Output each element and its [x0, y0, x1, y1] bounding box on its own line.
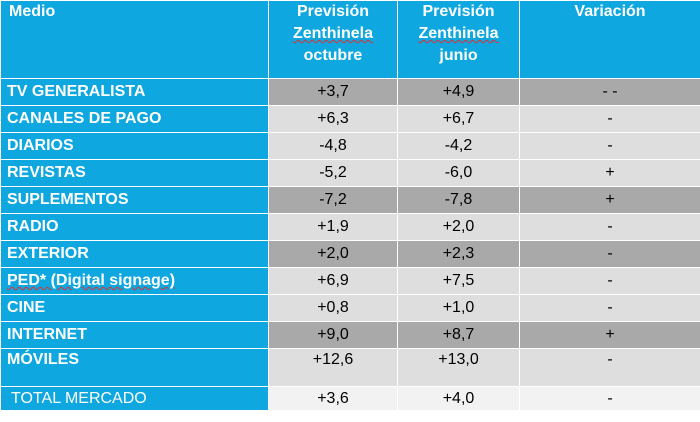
header-octubre-line2: Zenthinela — [292, 25, 373, 42]
header-octubre-line1: Previsión — [296, 3, 370, 20]
header-octubre-line3: octubre — [303, 47, 363, 64]
row-octubre: +6,9 — [268, 267, 398, 295]
row-variacion: - - — [519, 78, 700, 106]
row-junio: +8,7 — [397, 321, 520, 349]
row-medio-text: PED* (Digital signage) — [7, 272, 176, 289]
row-medio: CINE — [0, 294, 269, 322]
table-row: INTERNET +9,0 +8,7 + — [0, 321, 700, 349]
row-junio: -4,2 — [397, 132, 520, 160]
row-medio: PED* (Digital signage) — [0, 267, 269, 295]
table-row: PED* (Digital signage) +6,9 +7,5 - — [0, 267, 700, 295]
row-medio: MÓVILES — [0, 348, 269, 387]
row-junio: +4,0 — [397, 386, 520, 411]
row-junio: +13,0 — [397, 348, 520, 387]
row-octubre: -5,2 — [268, 159, 398, 187]
row-junio: +2,0 — [397, 213, 520, 241]
table-row: REVISTAS -5,2 -6,0 + — [0, 159, 700, 187]
row-octubre: +9,0 — [268, 321, 398, 349]
row-medio: DIARIOS — [0, 132, 269, 160]
row-variacion: - — [519, 267, 700, 295]
table-row: MÓVILES +12,6 +13,0 - — [0, 348, 700, 387]
header-junio-line3: junio — [439, 47, 478, 64]
table-row-total: TOTAL MERCADO +3,6 +4,0 - — [0, 386, 700, 411]
row-octubre: +0,8 — [268, 294, 398, 322]
row-medio: SUPLEMENTOS — [0, 186, 269, 214]
table-row: EXTERIOR +2,0 +2,3 - — [0, 240, 700, 268]
row-medio: TOTAL MERCADO — [0, 386, 269, 411]
row-variacion: - — [519, 240, 700, 268]
row-octubre: +12,6 — [268, 348, 398, 387]
header-junio-line1: Previsión — [422, 3, 495, 20]
row-octubre: -4,8 — [268, 132, 398, 160]
row-octubre: +3,7 — [268, 78, 398, 106]
row-medio: INTERNET — [0, 321, 269, 349]
row-junio: +7,5 — [397, 267, 520, 295]
row-variacion: - — [519, 213, 700, 241]
row-junio: -6,0 — [397, 159, 520, 187]
row-medio: REVISTAS — [0, 159, 269, 187]
row-junio: +2,3 — [397, 240, 520, 268]
row-variacion: + — [519, 159, 700, 187]
row-junio: +1,0 — [397, 294, 520, 322]
row-junio: +4,9 — [397, 78, 520, 106]
row-junio: -7,8 — [397, 186, 520, 214]
media-forecast-table: Medio Previsión Zenthinela octubre Previ… — [0, 0, 700, 411]
row-medio: RADIO — [0, 213, 269, 241]
header-prevision-junio: Previsión Zenthinela junio — [397, 0, 520, 79]
header-medio: Medio — [0, 0, 269, 79]
row-variacion: - — [519, 105, 700, 133]
row-octubre: +2,0 — [268, 240, 398, 268]
row-variacion: + — [519, 321, 700, 349]
row-variacion: - — [519, 386, 700, 411]
table-row: DIARIOS -4,8 -4,2 - — [0, 132, 700, 160]
header-row: Medio Previsión Zenthinela octubre Previ… — [0, 0, 700, 79]
row-variacion: - — [519, 294, 700, 322]
row-medio: CANALES DE PAGO — [0, 105, 269, 133]
row-variacion: - — [519, 348, 700, 387]
table-row: TV GENERALISTA +3,7 +4,9 - - — [0, 78, 700, 106]
table-row: SUPLEMENTOS -7,2 -7,8 + — [0, 186, 700, 214]
header-variacion: Variación — [519, 0, 700, 79]
row-octubre: +3,6 — [268, 386, 398, 411]
table-row: RADIO +1,9 +2,0 - — [0, 213, 700, 241]
header-prevision-octubre: Previsión Zenthinela octubre — [268, 0, 398, 79]
row-octubre: +1,9 — [268, 213, 398, 241]
row-junio: +6,7 — [397, 105, 520, 133]
row-medio: EXTERIOR — [0, 240, 269, 268]
row-variacion: - — [519, 132, 700, 160]
row-medio: TV GENERALISTA — [0, 78, 269, 106]
table-row: CINE +0,8 +1,0 - — [0, 294, 700, 322]
table-row: CANALES DE PAGO +6,3 +6,7 - — [0, 105, 700, 133]
row-variacion: + — [519, 186, 700, 214]
row-octubre: -7,2 — [268, 186, 398, 214]
header-junio-line2: Zenthinela — [418, 25, 499, 42]
row-octubre: +6,3 — [268, 105, 398, 133]
